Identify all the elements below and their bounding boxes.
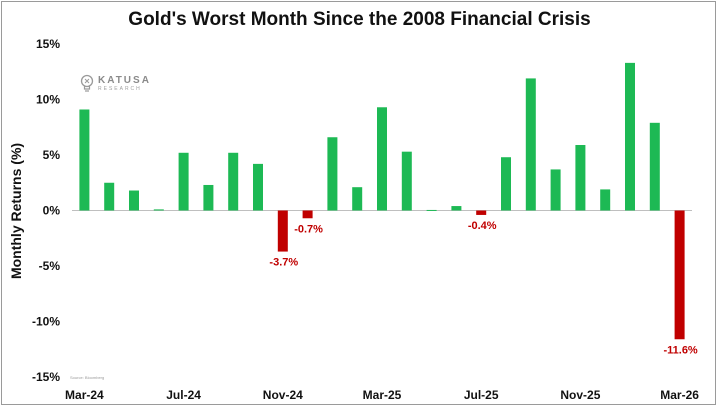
bar-may-25 [426,209,437,211]
bar-apr-25 [401,151,412,211]
bar-aug-25 [501,157,511,211]
x-tick-label: Mar-24 [65,388,104,402]
bar-jul-24 [178,152,189,211]
y-tick-label: 15% [36,37,60,51]
logo-name: KATUSA [98,75,151,86]
bar-jun-25 [451,206,462,211]
bar-feb-25 [352,187,363,211]
bar-may-24 [129,190,139,211]
chart-title: Gold's Worst Month Since the 2008 Financ… [128,9,591,30]
y-tick-label: -5% [39,259,61,273]
bar-mar-25 [377,107,387,211]
bar-jan-25 [327,137,338,211]
bar-dec-25 [600,189,611,211]
bar-mar-26 [674,210,685,340]
x-tick-label: Nov-25 [560,388,600,402]
source-note: Source: Bloomberg [70,375,105,380]
bar-oct-24 [253,163,263,211]
bar-sep-25 [525,78,536,211]
bar-jul-25 [476,210,487,215]
y-tick-label: 5% [43,148,61,162]
bar-aug-24 [203,184,214,211]
katusa-logo: KATUSA RESEARCH [80,74,151,94]
y-tick-label: 0% [43,204,61,218]
bar-nov-25 [575,145,586,211]
bar-apr-24 [104,182,115,211]
x-tick-label: Nov-24 [263,388,303,402]
bar-dec-24 [302,210,313,219]
logo-subtitle: RESEARCH [98,86,142,92]
data-label: -11.6% [663,344,697,356]
x-tick-label: Mar-26 [660,388,699,402]
bar-feb-26 [649,122,660,211]
lightbulb-icon [80,74,94,92]
bar-mar-24 [79,109,90,211]
x-tick-label: Mar-25 [363,388,402,402]
bar-nov-24 [277,210,288,252]
x-tick-label: Jul-24 [166,388,201,402]
y-tick-label: -15% [32,370,60,384]
y-tick-label: 10% [36,93,60,107]
data-label: -0.7% [294,223,323,235]
x-tick-label: Jul-25 [464,388,499,402]
bar-jun-24 [153,209,164,211]
y-tick-label: -10% [32,315,60,329]
data-label: -3.7% [269,257,298,269]
bar-sep-24 [228,152,239,211]
data-label: -0.4% [468,220,497,232]
bar-oct-25 [550,169,561,211]
bar-jan-26 [625,62,635,211]
